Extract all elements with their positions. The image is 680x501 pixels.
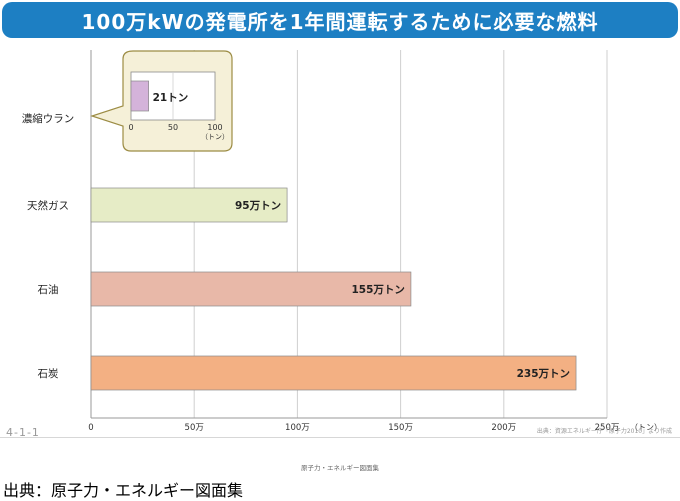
bar bbox=[90, 355, 577, 391]
x-tick-label: 0 bbox=[88, 423, 93, 433]
source-note: 出典：資源エネルギー庁「原子力2010」より作成 bbox=[536, 428, 672, 435]
inset-bar bbox=[130, 80, 149, 112]
category-label: 天然ガス bbox=[27, 199, 69, 212]
inset-data-label: 21トン bbox=[153, 92, 189, 104]
source-citation: 出典：原子力・エネルギー図面集 bbox=[3, 481, 244, 500]
data-label: 95万トン bbox=[235, 200, 281, 212]
x-axis-unit: （トン） bbox=[630, 423, 662, 432]
inset-tick-label: 0 bbox=[128, 123, 133, 132]
data-label: 235万トン bbox=[517, 368, 570, 380]
category-label: 石油 bbox=[38, 283, 59, 296]
chart-title: 100万kWの発電所を1年間運転するために必要な燃料 bbox=[2, 2, 678, 38]
bars bbox=[90, 187, 577, 391]
inset-callout: 0 50 100（トン） 21トン bbox=[90, 50, 233, 152]
inset-unit: （トン） bbox=[201, 133, 229, 141]
x-tick-label: 50万 bbox=[185, 423, 204, 433]
data-labels: 95万トン 155万トン 235万トン bbox=[235, 200, 570, 380]
inset-tick-label: 50 bbox=[168, 123, 178, 132]
page-number: 4-1-1 bbox=[6, 426, 40, 439]
category-label: 石炭 bbox=[38, 368, 59, 380]
x-tick-label: 250万 bbox=[595, 423, 620, 433]
bar bbox=[90, 187, 288, 223]
data-label: 155万トン bbox=[351, 284, 404, 296]
x-tick-label: 100万 bbox=[285, 423, 310, 433]
booklet-name: 原子力・エネルギー図面集 bbox=[301, 464, 379, 472]
category-label: 濃縮ウラン bbox=[22, 112, 75, 125]
bar bbox=[90, 271, 412, 307]
footer-divider bbox=[0, 437, 680, 438]
inset-tick-label: 100 bbox=[207, 123, 222, 132]
x-tick-label: 200万 bbox=[491, 423, 516, 433]
x-axis-ticks: 0 50万 100万 150万 200万 250万 （トン） bbox=[88, 423, 662, 433]
x-tick-label: 150万 bbox=[388, 423, 413, 433]
